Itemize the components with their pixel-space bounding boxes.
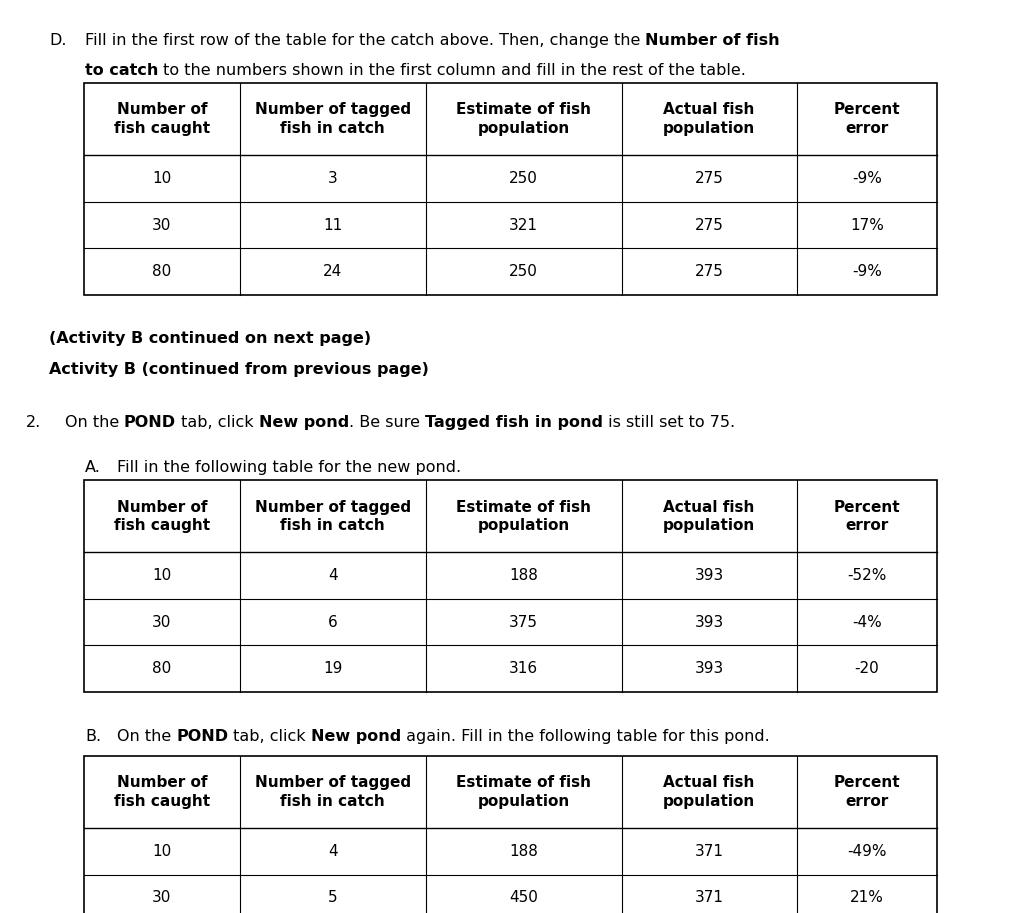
Text: 393: 393: [694, 661, 724, 677]
Text: Activity B (continued from previous page): Activity B (continued from previous page…: [49, 362, 429, 376]
Text: is still set to 75.: is still set to 75.: [603, 415, 735, 429]
Text: 17%: 17%: [850, 217, 884, 233]
Text: 393: 393: [694, 568, 724, 583]
Text: -4%: -4%: [852, 614, 882, 630]
Text: -9%: -9%: [852, 171, 882, 186]
Text: 371: 371: [694, 844, 724, 859]
Text: 80: 80: [153, 264, 171, 279]
Text: 10: 10: [153, 568, 171, 583]
Text: B.: B.: [85, 729, 101, 743]
Text: Fill in the following table for the new pond.: Fill in the following table for the new …: [117, 460, 461, 475]
Text: POND: POND: [176, 729, 228, 743]
Text: -20: -20: [854, 661, 880, 677]
Text: Percent
error: Percent error: [834, 499, 900, 533]
Text: 5: 5: [328, 890, 338, 906]
Text: Tagged fish in pond: Tagged fish in pond: [425, 415, 603, 429]
Text: -49%: -49%: [847, 844, 887, 859]
Text: Estimate of fish
population: Estimate of fish population: [457, 499, 591, 533]
Text: Number of
fish caught: Number of fish caught: [114, 775, 210, 809]
Text: New pond: New pond: [311, 729, 401, 743]
Text: Estimate of fish
population: Estimate of fish population: [457, 775, 591, 809]
Text: -9%: -9%: [852, 264, 882, 279]
Text: 450: 450: [509, 890, 539, 906]
Bar: [84, 756, 937, 913]
Text: 30: 30: [153, 217, 171, 233]
Text: Percent
error: Percent error: [834, 775, 900, 809]
Text: Estimate of fish
population: Estimate of fish population: [457, 102, 591, 136]
Text: 30: 30: [153, 614, 171, 630]
Text: 321: 321: [509, 217, 539, 233]
Text: (Activity B continued on next page): (Activity B continued on next page): [49, 331, 372, 346]
Text: 375: 375: [509, 614, 539, 630]
Text: to the numbers shown in the first column and fill in the rest of the table.: to the numbers shown in the first column…: [159, 63, 746, 78]
Text: Number of
fish caught: Number of fish caught: [114, 102, 210, 136]
Text: D.: D.: [49, 33, 67, 47]
Text: 10: 10: [153, 844, 171, 859]
Text: again. Fill in the following table for this pond.: again. Fill in the following table for t…: [401, 729, 770, 743]
Text: 2.: 2.: [26, 415, 41, 429]
Text: 275: 275: [694, 217, 724, 233]
Text: . Be sure: . Be sure: [349, 415, 425, 429]
Bar: [84, 480, 937, 692]
Text: 21%: 21%: [850, 890, 884, 906]
Text: 4: 4: [328, 568, 338, 583]
Text: 80: 80: [153, 661, 171, 677]
Text: Number of tagged
fish in catch: Number of tagged fish in catch: [255, 102, 411, 136]
Text: 188: 188: [509, 568, 539, 583]
Text: 30: 30: [153, 890, 171, 906]
Text: New pond: New pond: [259, 415, 349, 429]
Text: 10: 10: [153, 171, 171, 186]
Bar: [84, 83, 937, 295]
Text: 275: 275: [694, 264, 724, 279]
Text: 188: 188: [509, 844, 539, 859]
Text: Number of fish: Number of fish: [645, 33, 780, 47]
Text: On the: On the: [117, 729, 176, 743]
Text: to catch: to catch: [85, 63, 159, 78]
Text: 250: 250: [509, 264, 539, 279]
Text: Actual fish
population: Actual fish population: [663, 102, 756, 136]
Text: 250: 250: [509, 171, 539, 186]
Text: tab, click: tab, click: [228, 729, 311, 743]
Text: Number of tagged
fish in catch: Number of tagged fish in catch: [255, 499, 411, 533]
Text: 275: 275: [694, 171, 724, 186]
Text: 393: 393: [694, 614, 724, 630]
Text: Actual fish
population: Actual fish population: [663, 775, 756, 809]
Text: 371: 371: [694, 890, 724, 906]
Text: 24: 24: [324, 264, 342, 279]
Text: 6: 6: [328, 614, 338, 630]
Text: Number of tagged
fish in catch: Number of tagged fish in catch: [255, 775, 411, 809]
Text: 11: 11: [324, 217, 342, 233]
Text: -52%: -52%: [847, 568, 887, 583]
Text: A.: A.: [85, 460, 101, 475]
Text: 4: 4: [328, 844, 338, 859]
Text: Fill in the first row of the table for the catch above. Then, change the: Fill in the first row of the table for t…: [85, 33, 645, 47]
Text: tab, click: tab, click: [176, 415, 259, 429]
Text: Actual fish
population: Actual fish population: [663, 499, 756, 533]
Text: POND: POND: [124, 415, 176, 429]
Text: 19: 19: [324, 661, 342, 677]
Text: 316: 316: [509, 661, 539, 677]
Text: 3: 3: [328, 171, 338, 186]
Text: Percent
error: Percent error: [834, 102, 900, 136]
Text: Number of
fish caught: Number of fish caught: [114, 499, 210, 533]
Text: On the: On the: [65, 415, 124, 429]
